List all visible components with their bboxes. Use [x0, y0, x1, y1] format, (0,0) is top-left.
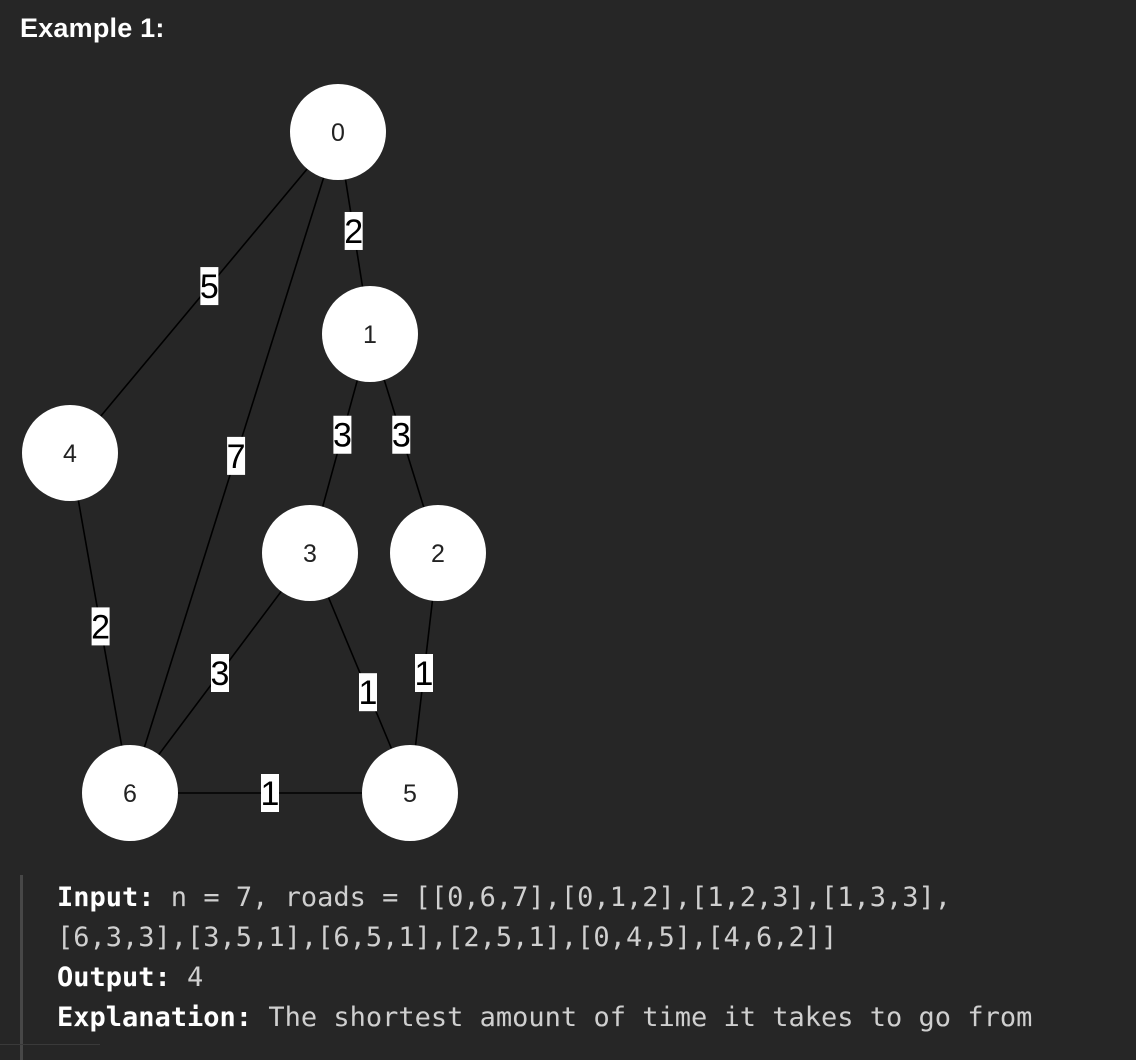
edge-weight-bg-0-6 [227, 436, 246, 475]
edge-weight-6-5: 1 [261, 775, 280, 813]
bottom-divider [0, 1044, 100, 1060]
node-label-0: 0 [331, 119, 345, 147]
output-label: Output: [57, 962, 171, 993]
node-label-1: 1 [363, 321, 377, 349]
explanation-text: The shortest amount of time it takes to … [252, 1002, 1033, 1033]
node-label-3: 3 [303, 540, 317, 568]
node-label-4: 4 [63, 440, 77, 468]
edge-weight-1-3: 3 [333, 417, 352, 455]
edge-weight-0-1: 2 [344, 213, 363, 251]
output-line: Output: 4 [57, 958, 1136, 998]
edge-weight-0-4: 5 [200, 268, 219, 306]
input-value-part2: [6,3,3],[3,5,1],[6,5,1],[2,5,1],[0,4,5],… [57, 922, 838, 953]
input-value-part1: n = 7, roads = [[0,6,7],[0,1,2],[1,2,3],… [154, 882, 952, 913]
edge-weight-bg-2-5 [415, 654, 433, 692]
edge-weight-4-6: 2 [91, 608, 110, 646]
example-heading: Example 1: [20, 13, 165, 43]
node-0 [290, 84, 386, 180]
node-label-2: 2 [431, 540, 445, 568]
edge-weight-bg-3-6 [211, 654, 229, 692]
edge-weight-bg-0-1 [344, 211, 363, 250]
example-code-block: Input: n = 7, roads = [[0,6,7],[0,1,2],[… [20, 875, 1136, 1060]
edge-weight-2-5: 1 [415, 655, 434, 693]
node-label-6: 6 [123, 780, 137, 808]
output-value: 4 [170, 962, 204, 993]
input-label: Input: [57, 882, 155, 913]
node-4 [22, 405, 118, 501]
edge-weight-bg-1-3 [333, 415, 352, 454]
node-2 [390, 505, 486, 601]
edge-weight-bg-0-4 [200, 267, 219, 306]
node-label-5: 5 [403, 780, 417, 808]
edge-weight-3-5: 1 [359, 674, 378, 712]
node-6 [82, 745, 178, 841]
node-3 [262, 505, 358, 601]
edge-weight-bg-4-6 [91, 607, 110, 646]
edge-weight-0-6: 7 [227, 438, 246, 476]
edge-weight-bg-1-2 [392, 415, 411, 454]
edge-weight-bg-3-5 [359, 673, 377, 712]
explanation-line: Explanation: The shortest amount of time… [57, 998, 1136, 1038]
edge-weight-1-2: 3 [392, 417, 411, 455]
edge-weight-3-6: 3 [211, 655, 230, 693]
node-5 [362, 745, 458, 841]
input-line-1: Input: n = 7, roads = [[0,6,7],[0,1,2],[… [57, 878, 1136, 918]
edge-weight-bg-6-5 [261, 774, 279, 812]
node-1 [322, 286, 418, 382]
explanation-label: Explanation: [57, 1002, 253, 1033]
input-line-2: [6,3,3],[3,5,1],[6,5,1],[2,5,1],[0,4,5],… [57, 918, 1136, 958]
